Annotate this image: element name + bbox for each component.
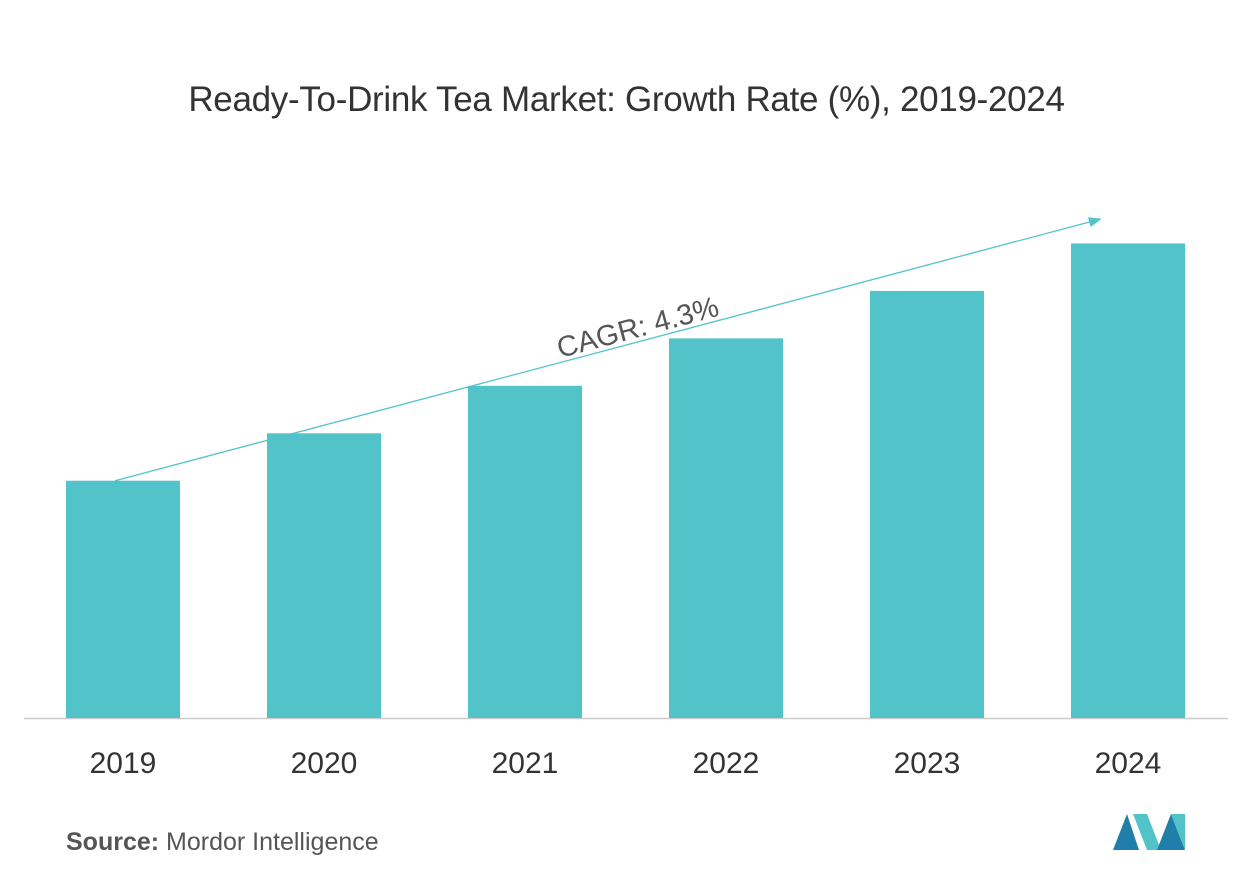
cagr-arrow-head-icon [1088,217,1102,227]
mordor-intelligence-logo-icon [1113,814,1185,850]
bar-chart: 2019 2020 2021 2022 2023 2024 CAGR: 4.3% [24,217,1228,780]
bar-2022 [669,338,783,718]
x-tick-label-2024: 2024 [1095,747,1162,780]
x-tick-label-2019: 2019 [90,747,157,780]
cagr-trend-arrow [114,219,1099,482]
bar-2021 [468,385,582,718]
source-label: Source: [66,828,160,856]
bar-2020 [267,433,381,718]
chart-title: Ready-To-Drink Tea Market: Growth Rate (… [188,80,1065,119]
x-tick-labels: 2019 2020 2021 2022 2023 2024 [90,747,1162,780]
source-note: Source: Mordor Intelligence [66,828,379,857]
x-tick-label-2022: 2022 [693,747,760,780]
bar-2024 [1071,243,1185,719]
x-tick-label-2023: 2023 [894,747,961,780]
bar-2019 [66,480,180,718]
x-tick-label-2020: 2020 [291,747,358,780]
bars-group [66,243,1185,719]
bar-2023 [870,290,984,718]
x-tick-label-2021: 2021 [492,747,559,780]
source-text: Mordor Intelligence [166,828,379,856]
